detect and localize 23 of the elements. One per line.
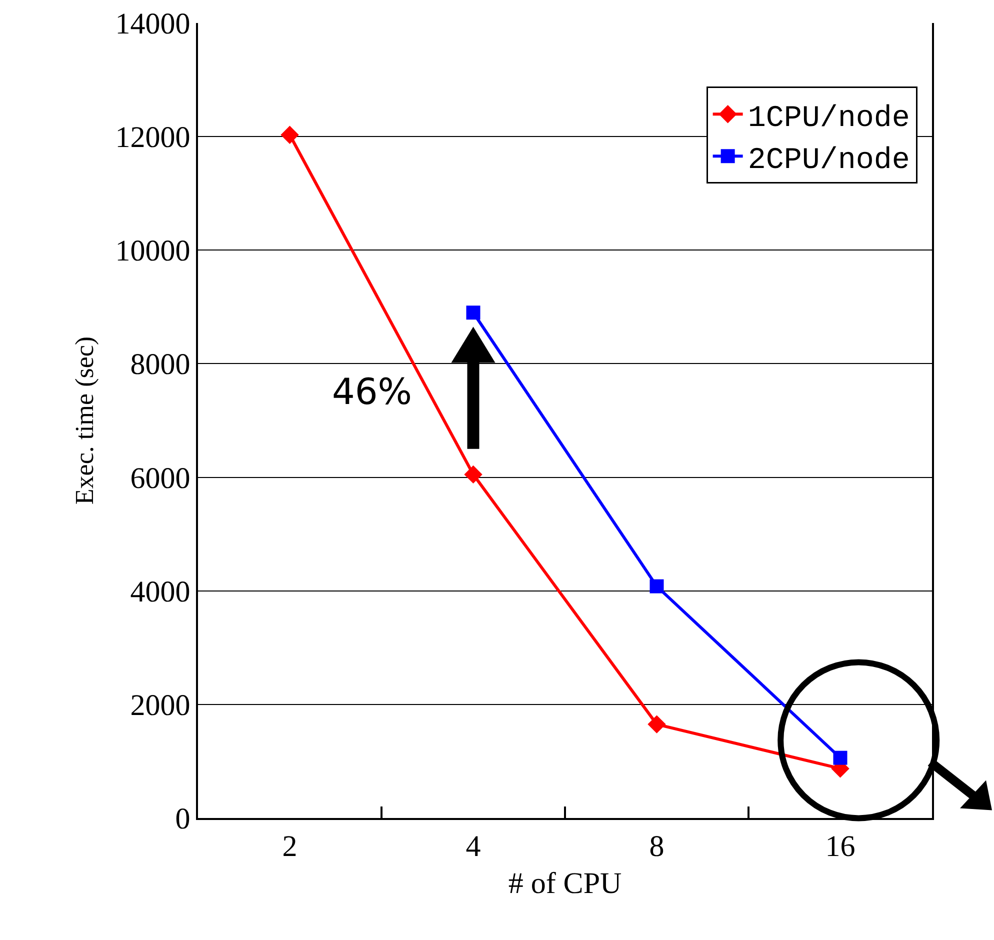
point	[466, 306, 480, 320]
legend-label: 1CPU/node	[748, 102, 910, 136]
x-tick-label: 8	[649, 830, 664, 863]
x-tick-label: 4	[466, 830, 481, 863]
y-tick-label: 14000	[115, 8, 190, 40]
y-tick-label: 0	[175, 802, 190, 836]
point	[648, 715, 666, 734]
x-tick-label: 16	[825, 830, 856, 863]
point	[464, 465, 482, 484]
y-tick-label: 12000	[115, 121, 190, 154]
y-tick-label: 8000	[130, 348, 190, 382]
point	[650, 579, 664, 594]
y-tick-label: 10000	[115, 234, 190, 268]
y-tick-label: 2000	[130, 688, 190, 722]
y-tick-label: 4000	[130, 575, 190, 608]
x-tick-label: 2	[282, 830, 298, 863]
y-axis-title: Exec. time (sec)	[70, 336, 100, 505]
x-axis-title: # of CPU	[508, 866, 622, 900]
y-tick-label: 6000	[130, 462, 190, 495]
point	[833, 750, 848, 765]
legend-label: 2CPU/node	[748, 144, 910, 178]
annotation: 46%	[332, 372, 412, 413]
point	[280, 126, 299, 144]
